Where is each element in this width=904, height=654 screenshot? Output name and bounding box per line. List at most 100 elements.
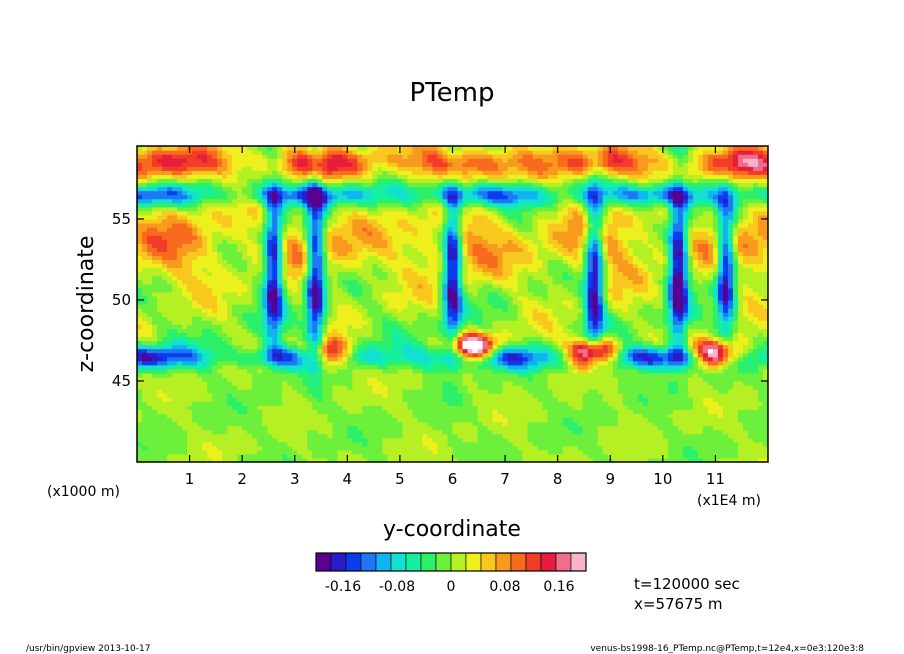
heatmap-cell — [337, 372, 343, 378]
heatmap-cell — [662, 372, 669, 378]
heatmap-cell — [247, 453, 253, 459]
heatmap-cell — [662, 344, 669, 350]
heatmap-cell — [702, 453, 709, 459]
heatmap-cell — [552, 437, 559, 443]
heatmap-cell — [277, 389, 283, 394]
heatmap-cell — [137, 316, 143, 321]
heatmap-cell — [272, 360, 278, 366]
heatmap-cell — [632, 397, 639, 402]
heatmap-cell — [717, 372, 724, 378]
heatmap-cell — [257, 368, 263, 374]
heatmap-cell — [642, 320, 649, 325]
heatmap-cell — [452, 417, 459, 423]
heatmap-cell — [657, 445, 664, 451]
heatmap-cell — [597, 368, 604, 374]
heatmap-cell — [432, 340, 439, 346]
heatmap-cell — [262, 368, 268, 374]
heatmap-cell — [712, 409, 719, 414]
heatmap-cell — [417, 433, 424, 439]
heatmap-cell — [602, 441, 609, 447]
heatmap-cell — [397, 380, 404, 386]
heatmap-cell — [232, 336, 238, 342]
heatmap-cell — [462, 356, 469, 362]
heatmap-cell — [202, 409, 208, 414]
heatmap-cell — [407, 457, 414, 462]
heatmap-cell — [177, 340, 183, 346]
heatmap-cell — [607, 380, 614, 386]
heatmap-cell — [247, 429, 253, 435]
heatmap-cell — [427, 437, 434, 443]
heatmap-cell — [597, 352, 604, 358]
heatmap-cell — [552, 308, 559, 313]
heatmap-cell — [167, 425, 173, 431]
heatmap-cell — [512, 320, 519, 325]
heatmap-cell — [292, 328, 298, 333]
heatmap-cell — [272, 340, 278, 346]
heatmap-cell — [252, 389, 258, 394]
heatmap-cell — [572, 368, 579, 374]
heatmap-cell — [512, 433, 519, 439]
heatmap-cell — [682, 457, 689, 462]
heatmap-cell — [747, 368, 754, 374]
heatmap-cell — [727, 417, 734, 423]
heatmap-cell — [522, 316, 529, 321]
heatmap-cell — [557, 449, 564, 455]
heatmap-cell — [502, 393, 509, 398]
heatmap-cell — [662, 368, 669, 374]
heatmap-cell — [272, 304, 278, 309]
heatmap-cell — [387, 385, 394, 390]
heatmap-cell — [617, 304, 624, 309]
heatmap-cell — [677, 320, 684, 325]
heatmap-cell — [482, 324, 489, 329]
heatmap-cell — [642, 429, 649, 435]
heatmap-cell — [512, 421, 519, 427]
heatmap-cell — [172, 425, 178, 431]
heatmap-cell — [462, 453, 469, 459]
heatmap-cell — [232, 393, 238, 398]
heatmap-cell — [327, 340, 333, 346]
heatmap-cell — [692, 385, 699, 390]
heatmap-cell — [487, 312, 494, 317]
heatmap-cell — [362, 356, 368, 362]
heatmap-cell — [292, 397, 298, 402]
heatmap-cell — [657, 356, 664, 362]
heatmap-cell — [317, 320, 323, 325]
heatmap-cell — [572, 332, 579, 338]
heatmap-cell — [177, 417, 183, 423]
heatmap-cell — [667, 336, 674, 342]
heatmap-cell — [137, 360, 143, 366]
heatmap-cell — [412, 368, 419, 374]
heatmap-cell — [187, 316, 193, 321]
heatmap-cell — [192, 352, 198, 358]
heatmap-cell — [642, 304, 649, 309]
heatmap-cell — [722, 457, 729, 462]
heatmap-cell — [692, 429, 699, 435]
heatmap-cell — [432, 368, 439, 374]
heatmap-cell — [287, 453, 293, 459]
heatmap-cell — [432, 413, 439, 419]
heatmap-cell — [677, 433, 684, 439]
heatmap-cell — [227, 299, 233, 305]
heatmap-cell — [142, 393, 148, 398]
heatmap-cell — [397, 312, 404, 317]
heatmap-cell — [627, 364, 634, 370]
heatmap-cell — [187, 328, 193, 333]
heatmap-cell — [447, 320, 454, 325]
heatmap-cell — [737, 393, 744, 398]
heatmap-cell — [402, 304, 409, 309]
heatmap-cell — [552, 405, 559, 410]
heatmap-cell — [227, 417, 233, 423]
heatmap-cell — [407, 405, 414, 410]
heatmap-cell — [582, 336, 589, 342]
heatmap-cell — [747, 397, 754, 402]
heatmap-cell — [442, 324, 449, 329]
heatmap-cell — [217, 356, 223, 362]
heatmap-cell — [217, 336, 223, 342]
heatmap-cell — [622, 380, 629, 386]
heatmap-cell — [317, 380, 323, 386]
heatmap-cell — [707, 405, 714, 410]
heatmap-cell — [247, 360, 253, 366]
heatmap-cell — [222, 393, 228, 398]
heatmap-cell — [257, 340, 263, 346]
heatmap-cell — [282, 397, 288, 402]
